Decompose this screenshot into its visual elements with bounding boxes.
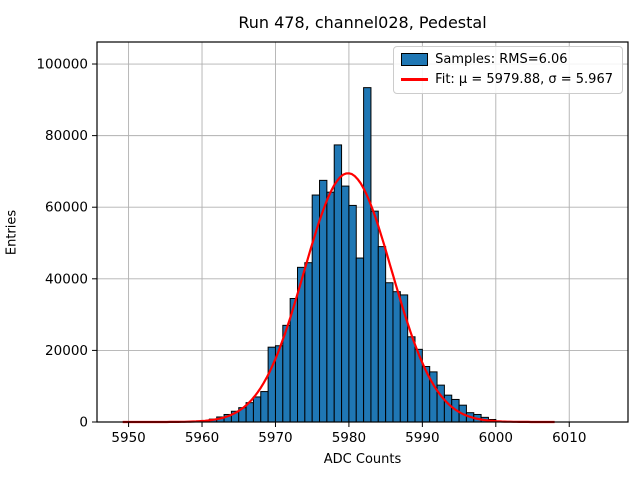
histogram-bar	[252, 396, 262, 423]
y-tick-label: 60000	[45, 200, 88, 216]
y-axis-label: Entries	[4, 209, 20, 256]
legend-entry-fit: Fit: μ = 5979.88, σ = 5.967	[401, 72, 613, 87]
histogram-bar	[267, 346, 276, 423]
histogram-bar	[377, 246, 387, 423]
x-tick-label: 6000	[479, 430, 513, 446]
histogram-bar	[348, 204, 357, 423]
y-tick-label: 80000	[45, 128, 88, 144]
histogram-bar	[370, 210, 379, 423]
histogram-bar	[304, 262, 313, 423]
histogram-bar	[326, 191, 335, 423]
x-tick-label: 5960	[185, 430, 219, 446]
legend-box: Samples: RMS=6.06 Fit: μ = 5979.88, σ = …	[393, 46, 623, 94]
histogram-bar	[407, 336, 416, 423]
histogram-bar	[260, 391, 269, 423]
histogram-bar	[333, 144, 343, 423]
histogram-bar	[363, 87, 372, 423]
x-axis-label: ADC Counts	[323, 452, 402, 467]
samples-swatch-icon	[401, 53, 429, 66]
legend-fit-label: Fit: μ = 5979.88, σ = 5.967	[435, 72, 613, 87]
y-tick-label: 100000	[36, 57, 88, 73]
x-tick-label: 5990	[405, 430, 439, 446]
y-tick-label: 20000	[45, 343, 88, 359]
legend-samples-label: Samples: RMS=6.06	[435, 52, 568, 67]
histogram-bar	[443, 394, 453, 423]
y-tick-label: 0	[79, 415, 88, 431]
axes-frame	[96, 41, 629, 423]
histogram-bar	[355, 257, 365, 423]
fit-line-swatch-icon	[401, 73, 429, 86]
legend-entry-samples: Samples: RMS=6.06	[401, 52, 613, 67]
histogram-bar	[341, 185, 350, 423]
x-tick-label: 5970	[258, 430, 292, 446]
x-tick-label: 6010	[552, 430, 586, 446]
chart-title: Run 478, channel028, Pedestal	[238, 13, 487, 32]
x-tick-label: 5980	[332, 430, 366, 446]
y-tick-label: 40000	[45, 271, 88, 287]
histogram-bar	[385, 282, 394, 423]
x-tick-label: 5950	[111, 430, 145, 446]
histogram-bar	[392, 291, 401, 423]
